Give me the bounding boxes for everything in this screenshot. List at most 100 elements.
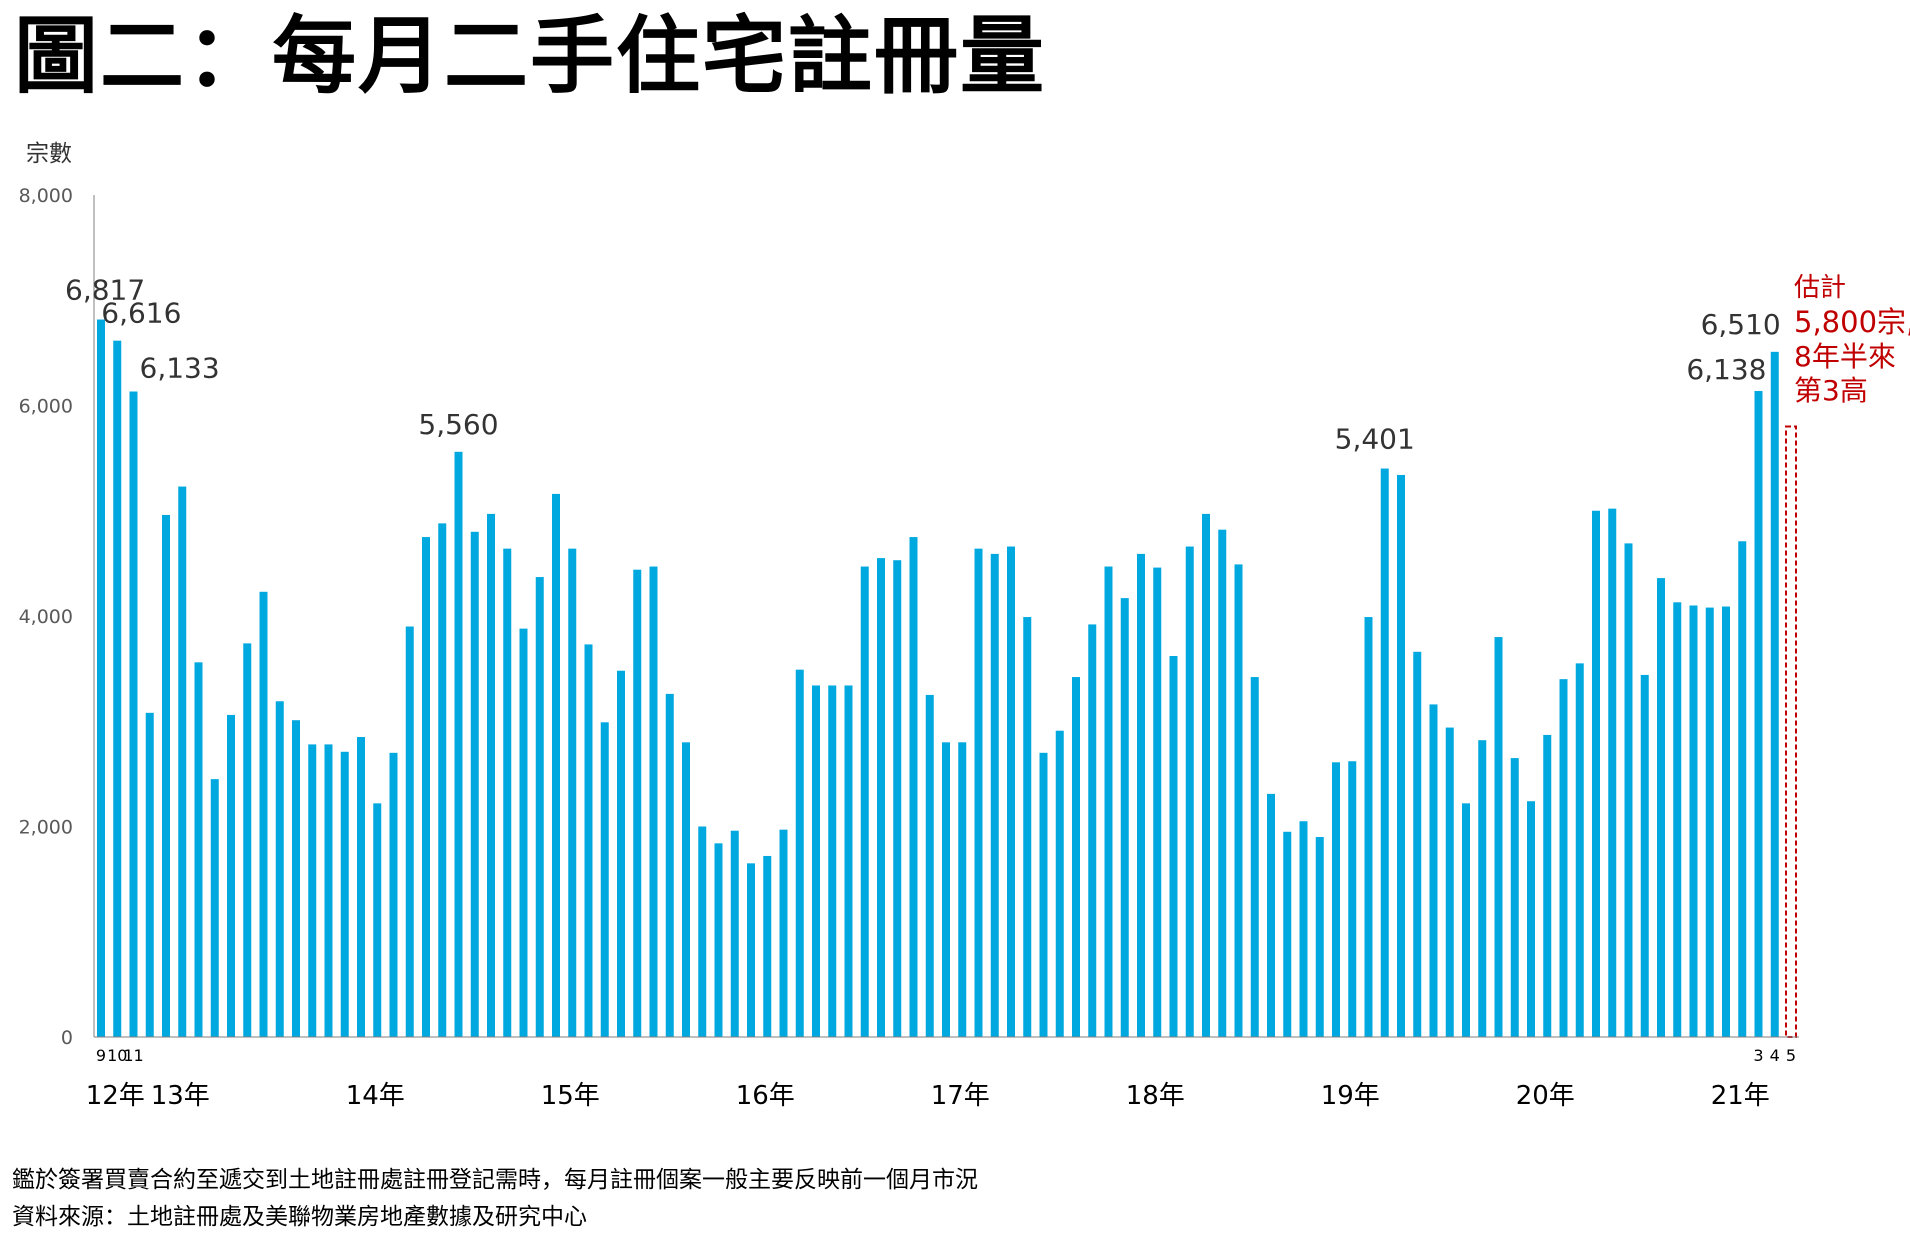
month-label: 3 [1753,1046,1763,1065]
bar [942,742,950,1037]
bar [1575,663,1584,1037]
bar [1299,821,1308,1037]
bar [1364,617,1373,1037]
bar [958,742,967,1037]
month-label: 5 [1786,1046,1796,1065]
bar [1023,617,1032,1037]
estimate-annotation: 估計 [1794,273,1846,303]
year-label: 20年 [1516,1081,1575,1111]
bar [1185,546,1194,1037]
year-label: 16年 [736,1081,795,1111]
bar [1348,761,1357,1037]
bar [779,829,788,1037]
bar [162,514,170,1037]
bar [194,662,203,1037]
y-tick-label: 4,000 [19,606,73,628]
estimate-annotation: 5,800宗, [1794,305,1910,339]
bar [1039,752,1048,1037]
bar [1413,651,1422,1037]
bar [1624,543,1633,1037]
month-label: 10 [107,1046,127,1065]
bar [1380,468,1389,1037]
bar [113,340,122,1037]
bar [909,537,918,1037]
bar [828,685,837,1037]
bar [1250,677,1259,1037]
y-tick-label: 8,000 [19,185,73,207]
bar [1397,474,1405,1038]
bar [1673,602,1682,1037]
bar [275,701,284,1037]
bar [243,643,252,1037]
data-label: 6,616 [101,297,181,330]
bar [730,830,739,1037]
bar [1332,762,1340,1037]
bar [893,560,902,1037]
bar [210,779,219,1037]
bar [1608,508,1617,1037]
year-label: 13年 [151,1081,210,1111]
bar [617,670,625,1037]
bar [145,712,154,1037]
estimate-annotation: 第3高 [1794,374,1868,407]
bar [1072,677,1080,1037]
bar [227,714,235,1037]
bar [1283,831,1292,1037]
bar [1120,598,1129,1037]
bar [340,751,349,1037]
bar [665,693,674,1037]
bar [1543,734,1552,1037]
year-label: 17年 [931,1081,990,1111]
bar [844,685,853,1037]
bar [487,513,495,1037]
bar [1267,793,1275,1037]
bar [1527,801,1535,1037]
bar [470,531,479,1037]
bar [1559,679,1568,1037]
month-label: 11 [123,1046,143,1065]
bar [178,486,187,1038]
bar [535,577,544,1037]
bar [405,626,414,1037]
bar [747,863,755,1037]
bar [1592,510,1600,1037]
estimate-annotation: 8年半來 [1794,340,1896,373]
year-label: 12年 [86,1081,145,1111]
bar [1153,567,1162,1037]
year-label: 14年 [346,1081,405,1111]
footnote-remark: 鑑於簽署買賣合約至遞交到土地註冊處註冊登記需時，每月註冊個案一般主要反映前一個月… [12,1167,978,1193]
year-label: 18年 [1126,1081,1185,1111]
footnote-source: 資料來源：土地註冊處及美聯物業房地產數據及研究中心 [12,1204,587,1230]
bar [1169,655,1178,1037]
bar [503,548,512,1037]
bar [812,685,820,1037]
year-label: 21年 [1711,1081,1770,1111]
bar [357,737,365,1037]
y-axis-label: 宗數 [26,141,72,167]
estimate-bar [1785,425,1797,1038]
bar [519,628,528,1037]
bar [763,855,772,1037]
bar [129,391,138,1038]
bar [633,569,642,1037]
data-label: 5,401 [1335,423,1415,456]
bar [422,537,430,1037]
bar [990,553,999,1037]
bar [1722,606,1730,1037]
bar [324,744,333,1037]
bar [1738,541,1747,1037]
bar [1202,513,1210,1037]
month-label: 4 [1770,1046,1780,1065]
y-tick-label: 0 [61,1027,73,1049]
data-label: 6,138 [1686,353,1766,386]
y-tick-label: 6,000 [19,396,73,418]
bar [1445,727,1454,1037]
bar [1657,578,1665,1037]
data-label: 6,817 [65,274,145,307]
bar [308,744,317,1037]
bar [1315,837,1324,1037]
bar [568,548,577,1037]
bar [1104,566,1113,1037]
bar [974,548,983,1037]
